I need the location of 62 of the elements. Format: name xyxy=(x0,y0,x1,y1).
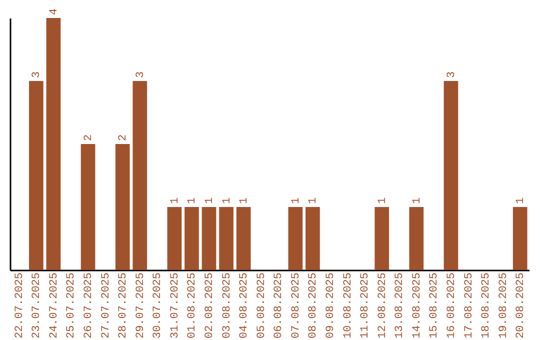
x-tick-label: 03.08.2025 xyxy=(221,272,234,339)
data-label: 1 xyxy=(238,197,251,204)
x-tick-label: 30.07.2025 xyxy=(152,272,164,339)
x-tick-label: 08.08.2025 xyxy=(308,272,320,339)
bar xyxy=(409,207,424,270)
data-label: 2 xyxy=(118,134,130,141)
bar xyxy=(29,81,44,270)
data-label: 1 xyxy=(186,197,199,204)
bar xyxy=(46,18,61,270)
bar xyxy=(132,81,148,270)
data-label: 2 xyxy=(83,134,96,141)
x-tick-label: 13.08.2025 xyxy=(394,272,406,339)
bar xyxy=(374,207,390,270)
x-tick-label: 11.08.2025 xyxy=(360,272,372,339)
x-tick-label: 14.08.2025 xyxy=(411,272,424,339)
x-tick-label: 18.08.2025 xyxy=(480,272,493,339)
data-label: 1 xyxy=(515,197,528,204)
x-tick-label: 16.08.2025 xyxy=(446,272,458,339)
data-label: 1 xyxy=(308,197,320,204)
bar xyxy=(184,207,199,270)
x-tick-label: 26.07.2025 xyxy=(83,272,96,339)
x-tick-label: 07.08.2025 xyxy=(290,272,302,339)
x-tick-label: 04.08.2025 xyxy=(238,272,251,339)
x-tick-label: 19.08.2025 xyxy=(498,272,510,339)
data-label: 1 xyxy=(376,197,389,204)
x-tick-label: 22.07.2025 xyxy=(14,272,26,339)
bar xyxy=(236,207,251,270)
data-label: 4 xyxy=(48,8,60,15)
data-label: 1 xyxy=(204,197,216,204)
bar xyxy=(202,207,216,270)
bar xyxy=(219,207,234,270)
bar xyxy=(512,207,528,270)
bar xyxy=(115,144,130,270)
data-label: 3 xyxy=(446,71,458,78)
x-tick-label: 20.08.2025 xyxy=(515,272,528,339)
data-label: 3 xyxy=(134,71,147,78)
bar xyxy=(444,81,458,270)
x-tick-label: 06.08.2025 xyxy=(273,272,286,339)
bar xyxy=(167,207,182,270)
x-tick-label: 28.07.2025 xyxy=(118,272,130,339)
bar xyxy=(80,144,96,270)
x-tick-label: 02.08.2025 xyxy=(204,272,216,339)
x-tick-label: 31.07.2025 xyxy=(169,272,182,339)
data-label: 1 xyxy=(221,197,234,204)
data-label: 3 xyxy=(31,71,44,78)
data-label: 1 xyxy=(290,197,302,204)
x-tick-label: 01.08.2025 xyxy=(186,272,199,339)
x-tick-label: 12.08.2025 xyxy=(376,272,389,339)
bar xyxy=(306,207,320,270)
x-tick-label: 09.08.2025 xyxy=(324,272,337,339)
x-tick-label: 23.07.2025 xyxy=(31,272,44,339)
x-tick-label: 15.08.2025 xyxy=(428,272,441,339)
data-label: 1 xyxy=(169,197,182,204)
x-tick-label: 10.08.2025 xyxy=(342,272,354,339)
x-tick-label: 27.07.2025 xyxy=(100,272,112,339)
x-tick-label: 24.07.2025 xyxy=(48,272,60,339)
data-label: 1 xyxy=(411,197,424,204)
x-tick-label: 29.07.2025 xyxy=(134,272,147,339)
bar xyxy=(288,207,303,270)
x-tick-label: 25.07.2025 xyxy=(66,272,78,339)
x-tick-label: 17.08.2025 xyxy=(463,272,476,339)
x-tick-label: 05.08.2025 xyxy=(256,272,268,339)
